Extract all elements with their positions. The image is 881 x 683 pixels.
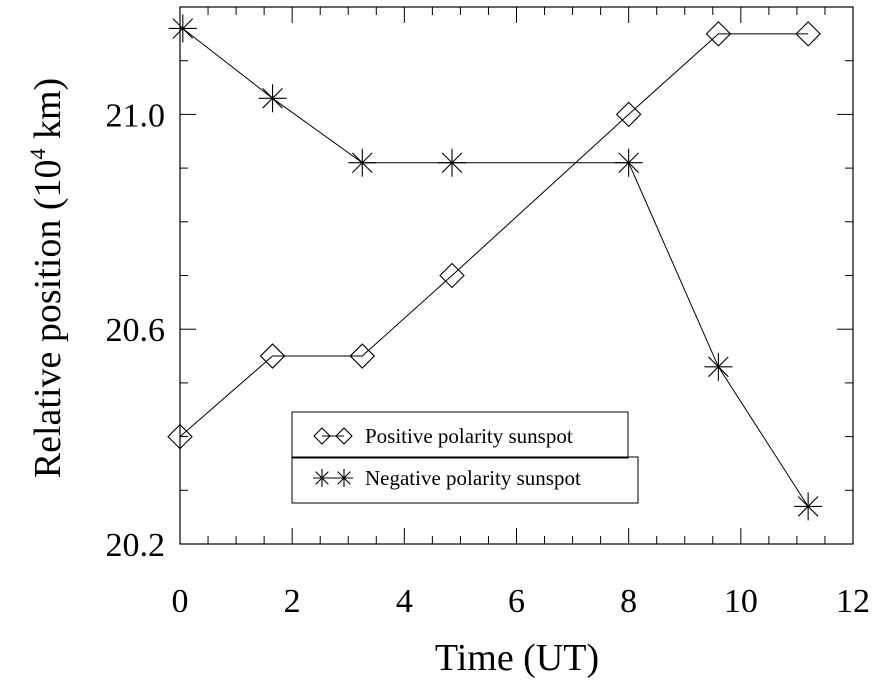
data-point-asterisk: [258, 84, 287, 113]
asterisk-stroke: [441, 152, 463, 174]
data-point-asterisk: [348, 148, 377, 177]
asterisk-stroke: [337, 471, 351, 485]
y-axis-title-unit: km): [27, 78, 69, 149]
legend-box: [291, 411, 629, 459]
data-point-diamond: [167, 423, 193, 450]
data-point-asterisk: [438, 148, 467, 177]
legend: Positive polarity sunspot Negative polari…: [291, 411, 639, 504]
x-axis-ticks: 0 2 4 6 8 10 12: [172, 7, 870, 620]
legend-marker-diamond: [313, 427, 331, 445]
x-tick-label: 10: [724, 583, 758, 620]
y-axis-title: Relative position (104 km): [25, 78, 69, 478]
y-tick-label: 20.2: [106, 527, 166, 564]
data-point-asterisk: [168, 14, 197, 43]
x-axis-title: Time (UT): [435, 637, 599, 679]
x-tick-label: 6: [508, 583, 525, 620]
series-negative: [168, 14, 823, 521]
series-line: [179, 33, 809, 437]
data-point-diamond: [259, 343, 286, 369]
asterisk-stroke: [315, 471, 329, 485]
legend-label: Positive polarity sunspot: [365, 424, 573, 448]
asterisk-stroke: [262, 88, 283, 109]
legend-entry-negative: Negative polarity sunspot: [291, 456, 639, 504]
data-point-diamond: [615, 101, 642, 128]
y-tick-label: 20.6: [106, 312, 166, 349]
x-tick-label: 4: [396, 583, 413, 620]
asterisk-stroke: [797, 496, 819, 517]
data-point-asterisk: [614, 148, 643, 177]
x-tick-label: 12: [836, 583, 870, 620]
asterisk-stroke: [618, 152, 639, 174]
legend-entry-positive: Positive polarity sunspot: [291, 411, 629, 459]
asterisk-stroke: [708, 356, 729, 378]
series-layer: [167, 14, 823, 521]
legend-label: Negative polarity sunspot: [365, 466, 581, 490]
data-point-diamond: [795, 21, 821, 47]
legend-marker-asterisk: [335, 469, 353, 487]
asterisk-stroke: [172, 18, 194, 39]
data-point-asterisk: [704, 352, 733, 381]
data-point-diamond: [439, 262, 465, 289]
legend-box: [291, 456, 639, 504]
y-axis-ticks: 20.2 20.6 21.0: [106, 6, 853, 564]
legend-marker-asterisk: [313, 469, 331, 487]
x-tick-label: 0: [172, 583, 189, 620]
series-positive: [167, 21, 821, 450]
x-tick-label: 2: [284, 583, 301, 620]
data-point-asterisk: [794, 492, 823, 521]
asterisk-stroke: [351, 152, 373, 174]
plot-area-border: [179, 6, 854, 545]
y-tick-label: 21.0: [106, 97, 166, 134]
x-tick-label: 8: [620, 583, 637, 620]
plot-frame: [179, 6, 854, 545]
data-point-diamond: [349, 343, 376, 369]
data-point-diamond: [705, 21, 732, 47]
legend-marker-diamond: [335, 427, 353, 445]
y-axis-title-exponent: 4: [25, 148, 50, 159]
y-axis-title-main: Relative position (10: [27, 159, 69, 478]
